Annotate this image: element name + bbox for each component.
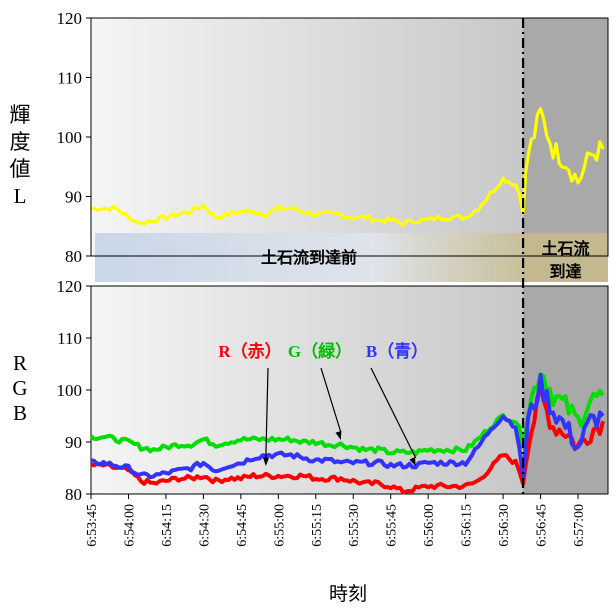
annotation-g: G（緑） [288,341,352,361]
x-tick-label: 6:56:30 [497,504,512,547]
x-tick-label: 6:55:15 [310,504,325,547]
y-tick-label: 120 [57,9,83,28]
phase-label-after-line2: 到達 [550,262,582,281]
x-tick-label: 6:53:45 [85,504,100,547]
phase-band-after [523,233,608,282]
y-axis-label-char: 輝 [10,103,31,127]
x-tick-label: 6:57:00 [572,504,587,547]
x-tick-label: 6:56:45 [535,504,550,547]
plot-background-after [523,286,608,494]
annotation-arrow-shaft [265,367,269,459]
y-tick-label: 80 [65,485,82,504]
x-tick-label: 6:56:15 [460,504,475,547]
y-tick-label: 80 [65,247,82,266]
x-tick-label: 6:54:45 [235,504,250,547]
phase-band-before [95,233,524,282]
y-tick-label: 110 [57,329,82,348]
x-tick-label: 6:55:00 [272,504,287,547]
annotation-arrow-shaft [370,367,417,459]
plot-frame-overlay [90,17,609,257]
plot-background-after [523,18,608,256]
y-axis-label-char: 度 [10,130,31,154]
y-tick-label: 110 [57,69,82,88]
series-line-blue [90,373,605,480]
y-tick-label: 120 [57,277,83,296]
x-tick-label: 6:55:30 [347,504,362,547]
x-axis-label: 時刻 [329,583,367,605]
y-tick-label: 100 [57,381,83,400]
x-tick-label: 6:54:30 [197,504,212,547]
series-line-red [90,386,605,495]
phase-label-after-line1: 土石流 [542,239,590,258]
x-tick-label: 6:56:00 [422,504,437,547]
phase-label-before: 土石流到達前 [261,248,357,267]
y-axis-label-char: L [14,184,27,208]
y-tick-label: 90 [65,188,82,207]
y-axis-label-char: B [13,401,27,425]
series-line-green [89,372,605,457]
x-tick-label: 6:54:15 [160,504,175,547]
annotation-arrow-head [262,457,270,466]
plot-frame [90,285,609,495]
y-tick-label: 90 [65,433,82,452]
y-tick-label: 100 [57,128,83,147]
annotation-r: R（赤） [218,341,281,361]
annotation-arrow-head [335,431,342,440]
rgb-panel: 80 90 100 110 120 RGB 6:53:45 6:54:00 6:54:15 6:5… [12,277,609,605]
annotation-b: B（青） [366,341,428,361]
annotation-arrow-head [409,457,416,466]
series-line-luminance [90,107,605,227]
y-axis-label-char: G [12,376,27,400]
x-tick-label: 6:55:45 [385,504,400,547]
y-axis-label-char: 値 [10,157,31,181]
x-tick-label: 6:54:00 [122,504,137,547]
annotation-arrow-shaft [320,367,342,433]
y-axis-label-char: R [13,351,27,375]
